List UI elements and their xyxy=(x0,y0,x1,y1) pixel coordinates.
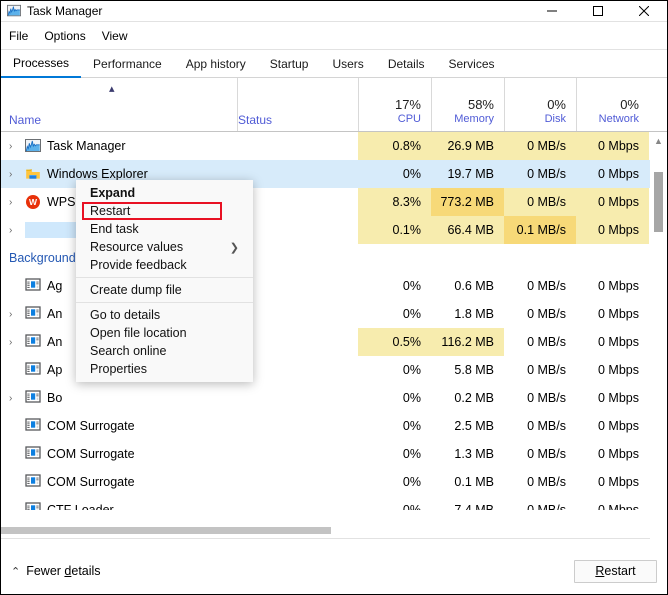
svg-text:W: W xyxy=(29,197,38,207)
